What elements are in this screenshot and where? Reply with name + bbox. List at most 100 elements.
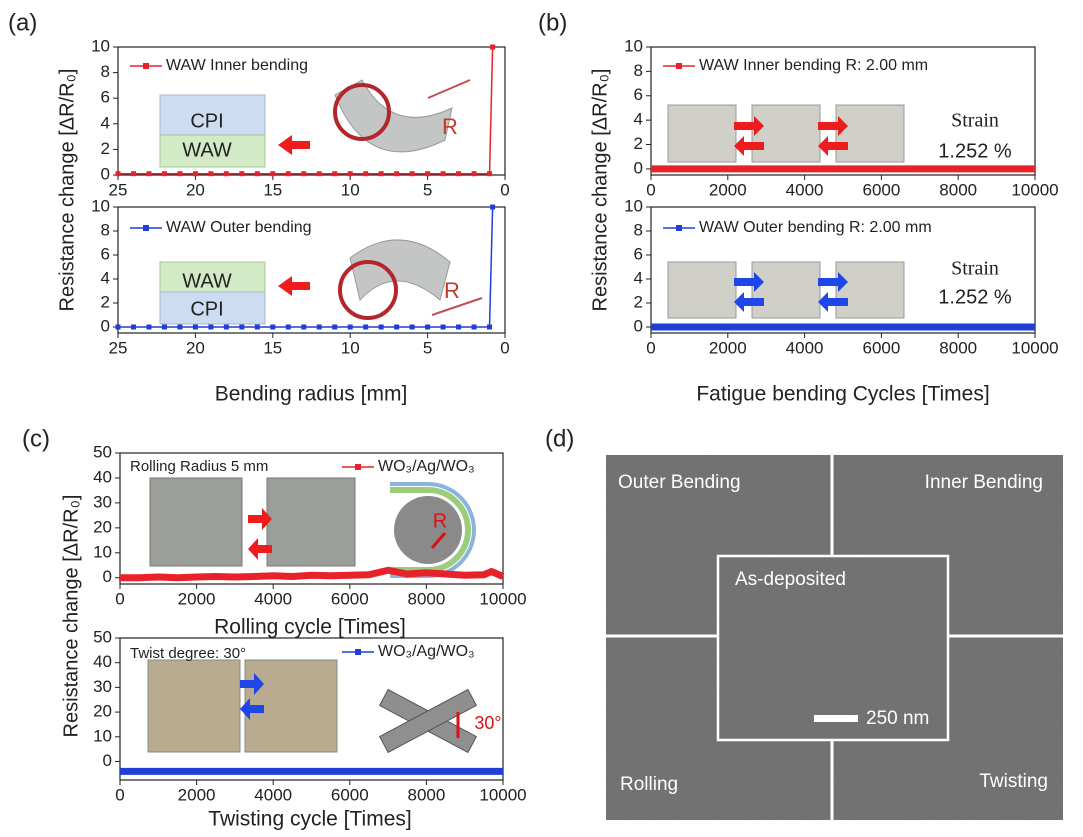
annotation: 1.252 % xyxy=(938,286,1012,308)
data-point xyxy=(394,171,399,176)
legend-marker xyxy=(143,63,149,69)
annotation: WAW xyxy=(182,270,232,292)
annotation: CPI xyxy=(190,110,223,132)
x-axis-label: Bending radius [mm] xyxy=(215,383,408,406)
y-tick-label: 2 xyxy=(634,292,643,311)
y-tick-label: 10 xyxy=(624,196,643,215)
x-tick-label: 0 xyxy=(115,589,124,608)
y-tick-label: 40 xyxy=(93,467,112,486)
y-tick-label: 10 xyxy=(91,196,110,215)
legend-label: WO₃/Ag/WO₃ xyxy=(378,643,475,660)
y-tick-label: 6 xyxy=(634,244,643,263)
data-point xyxy=(410,171,415,176)
x-tick-label: 4000 xyxy=(786,338,824,357)
legend-marker xyxy=(676,63,682,69)
x-tick-label: 8000 xyxy=(939,180,977,199)
sem-label: Outer Bending xyxy=(618,472,741,493)
x-tick-label: 10000 xyxy=(1011,338,1058,357)
legend-label: WAW Outer bending xyxy=(166,219,312,236)
annotation: CPI xyxy=(190,298,223,320)
x-tick-label: 8000 xyxy=(407,785,445,804)
x-tick-label: 0 xyxy=(646,338,655,357)
data-point xyxy=(162,171,167,176)
x-tick-label: 10000 xyxy=(479,589,526,608)
x-tick-label: 0 xyxy=(500,338,509,357)
data-point xyxy=(131,325,136,330)
x-tick-label: 6000 xyxy=(862,338,900,357)
y-tick-label: 4 xyxy=(634,110,643,129)
x-tick-label: 4000 xyxy=(254,785,292,804)
data-point xyxy=(208,325,213,330)
legend-label: WAW Outer bending R: 2.00 mm xyxy=(699,219,932,236)
x-tick-label: 5 xyxy=(423,338,432,357)
y-tick-label: 30 xyxy=(93,492,112,511)
x-tick-label: 6000 xyxy=(862,180,900,199)
y-tick-label: 8 xyxy=(634,61,643,80)
panel-label: (d) xyxy=(545,425,574,452)
legend-label: WO₃/Ag/WO₃ xyxy=(378,458,475,475)
y-axis-label: Resistance change [ΔR/R₀] xyxy=(56,69,78,312)
x-tick-label: 2000 xyxy=(178,785,216,804)
data-point xyxy=(116,171,121,176)
data-point xyxy=(270,171,275,176)
x-axis-label: Fatigue bending Cycles [Times] xyxy=(696,383,989,406)
x-tick-label: 2000 xyxy=(178,589,216,608)
y-tick-label: 8 xyxy=(634,220,643,239)
panel-label: (a) xyxy=(8,9,37,36)
y-tick-label: 2 xyxy=(634,134,643,153)
data-point xyxy=(348,325,353,330)
data-point xyxy=(193,325,198,330)
figure: Outer Bending Inner Bending As-deposited… xyxy=(0,0,1083,832)
data-point xyxy=(131,171,136,176)
data-point xyxy=(472,171,477,176)
y-tick-label: 6 xyxy=(101,244,110,263)
data-point xyxy=(270,325,275,330)
y-tick-label: 8 xyxy=(101,62,110,81)
x-tick-label: 25 xyxy=(109,180,128,199)
annotation: 1.252 % xyxy=(938,140,1012,162)
data-point xyxy=(487,171,492,176)
x-tick-label: 10 xyxy=(341,180,360,199)
series-line xyxy=(120,570,503,577)
data-point xyxy=(239,171,244,176)
x-tick-label: 8000 xyxy=(407,589,445,608)
data-point xyxy=(224,171,229,176)
legend-marker xyxy=(355,464,361,470)
y-axis-label: Resistance change [ΔR/R₀] xyxy=(589,69,611,312)
x-tick-label: 4000 xyxy=(786,180,824,199)
scale-bar-label: 250 nm xyxy=(866,708,929,729)
data-point xyxy=(224,325,229,330)
legend-marker xyxy=(676,225,682,231)
x-tick-label: 2000 xyxy=(709,180,747,199)
data-point xyxy=(116,325,121,330)
data-point xyxy=(286,325,291,330)
sem-label: Rolling xyxy=(620,774,678,795)
sem-label: Twisting xyxy=(979,771,1048,792)
x-tick-label: 15 xyxy=(263,338,282,357)
data-point xyxy=(472,325,477,330)
data-point xyxy=(379,171,384,176)
data-point xyxy=(425,325,430,330)
y-tick-label: 0 xyxy=(634,316,643,335)
annotation: R xyxy=(442,114,458,139)
data-point xyxy=(456,171,461,176)
data-point xyxy=(208,171,213,176)
data-point xyxy=(286,171,291,176)
x-tick-label: 0 xyxy=(500,180,509,199)
annotation: R xyxy=(433,510,447,532)
y-tick-label: 0 xyxy=(103,751,112,770)
y-tick-label: 4 xyxy=(101,268,110,287)
data-point xyxy=(490,45,495,50)
data-point xyxy=(456,325,461,330)
sem-label: As-deposited xyxy=(735,569,846,590)
data-point xyxy=(410,325,415,330)
x-tick-label: 15 xyxy=(263,180,282,199)
y-tick-label: 50 xyxy=(93,627,112,646)
y-tick-label: 0 xyxy=(101,316,110,335)
data-point xyxy=(441,325,446,330)
data-point xyxy=(379,325,384,330)
data-point xyxy=(348,171,353,176)
legend-label: WAW Inner bending R: 2.00 mm xyxy=(699,57,928,74)
annotation: Twist degree: 30° xyxy=(130,645,246,662)
x-tick-label: 0 xyxy=(115,785,124,804)
